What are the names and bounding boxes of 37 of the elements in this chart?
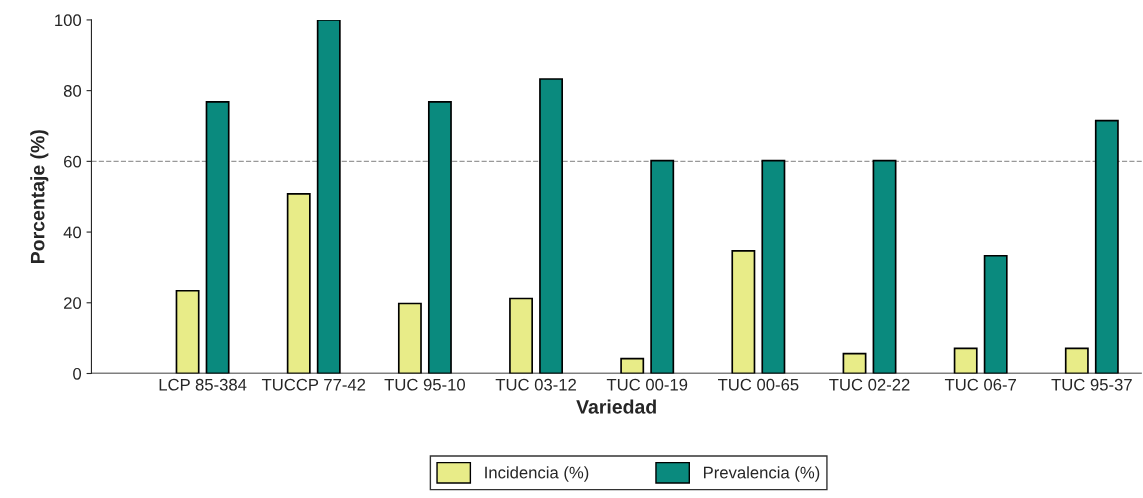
x-tick-label: TUC 95-37	[1051, 378, 1132, 391]
x-tick-label: TUC 02-22	[829, 378, 910, 391]
bar	[872, 159, 897, 374]
y-tick-label: 100	[55, 14, 82, 27]
y-tick-label: 80	[63, 85, 82, 97]
y-axis-title: Porcentaje (%)	[30, 130, 49, 263]
bar	[731, 249, 756, 374]
bar	[509, 297, 534, 374]
bar	[175, 289, 200, 374]
bar	[427, 101, 452, 374]
bar	[397, 302, 422, 374]
bar	[1094, 119, 1119, 374]
x-tick-label: TUC 00-65	[717, 378, 799, 391]
bar	[1064, 347, 1089, 374]
x-axis-title: Variedad	[576, 399, 656, 414]
legend-label: Prevalencia (%)	[704, 466, 820, 482]
bar	[620, 357, 645, 374]
bar	[761, 159, 786, 374]
bar	[842, 352, 867, 374]
x-tick-label: TUC 03-12	[495, 378, 576, 391]
bar	[286, 193, 311, 374]
bar	[953, 347, 978, 374]
bar	[983, 254, 1008, 374]
y-tick-label: 40	[63, 226, 82, 239]
x-tick-label: LCP 85-384	[159, 378, 247, 391]
x-tick-label: TUC 06-7	[944, 378, 1016, 391]
bar	[539, 78, 564, 374]
x-tick-label: TUCCP 77-42	[261, 378, 366, 391]
y-tick-label: 0	[73, 367, 82, 380]
x-tick-label: TUC 95-10	[384, 378, 466, 391]
x-tick-label: TUC 00-19	[606, 378, 688, 391]
y-tick-label: 20	[64, 297, 82, 309]
bar	[205, 101, 230, 374]
bar	[650, 159, 675, 374]
legend-label: Incidencia (%)	[485, 466, 589, 482]
bar	[316, 19, 341, 374]
y-tick-label: 60	[64, 155, 82, 168]
